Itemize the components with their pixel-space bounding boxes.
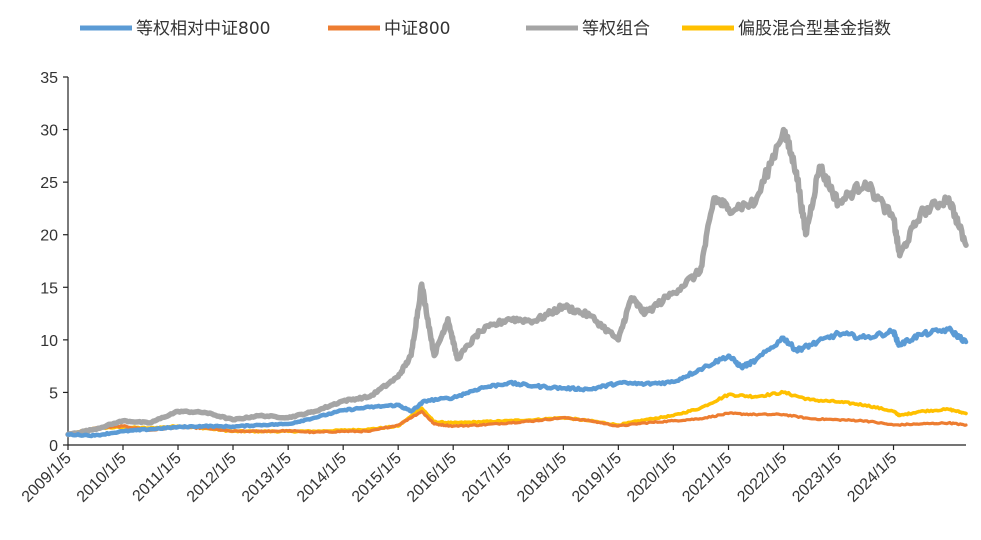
legend: 等权相对中证800 中证800 等权组合 偏股混合型基金指数: [80, 19, 891, 39]
y-tick-label: 0: [49, 438, 58, 455]
x-tick-label: 2009/1/5: [19, 450, 75, 506]
legend-label-1: 中证800: [384, 19, 450, 39]
x-tick-label: 2023/1/5: [789, 450, 845, 506]
x-tick-label: 2024/1/5: [844, 450, 900, 506]
legend-label-0: 等权相对中证800: [136, 19, 270, 39]
x-tick-label: 2022/1/5: [734, 450, 790, 506]
x-tick-label: 2016/1/5: [404, 450, 460, 506]
series-line-0: [65, 325, 969, 439]
series-line-2: [65, 126, 969, 438]
x-tick-label: 2018/1/5: [514, 450, 570, 506]
y-axis: 0 5 10 15 20 25 30 35: [40, 70, 69, 455]
y-tick-label: 25: [40, 175, 58, 192]
y-tick-label: 20: [40, 228, 58, 245]
x-tick-label: 2012/1/5: [184, 450, 240, 506]
x-tick-label: 2011/1/5: [130, 450, 185, 505]
x-tick-label: 2013/1/5: [239, 450, 295, 506]
x-tick-label: 2020/1/5: [624, 450, 680, 506]
x-tick-label: 2015/1/5: [349, 450, 405, 506]
y-tick-label: 30: [40, 123, 58, 140]
x-tick-label: 2014/1/5: [294, 450, 350, 506]
plot-area: [65, 126, 969, 439]
legend-label-3: 偏股混合型基金指数: [738, 19, 891, 39]
series-line-1: [66, 409, 968, 437]
x-tick-label: 2010/1/5: [74, 450, 130, 506]
legend-label-2: 等权组合: [582, 19, 650, 39]
y-tick-label: 5: [49, 385, 58, 402]
x-tick-label: 2019/1/5: [569, 450, 625, 506]
x-tick-label: 2017/1/5: [459, 450, 515, 506]
y-tick-label: 10: [40, 333, 58, 350]
y-tick-label: 35: [40, 70, 58, 87]
y-tick-label: 15: [40, 280, 58, 297]
x-tick-label: 2021/1/5: [679, 450, 735, 506]
